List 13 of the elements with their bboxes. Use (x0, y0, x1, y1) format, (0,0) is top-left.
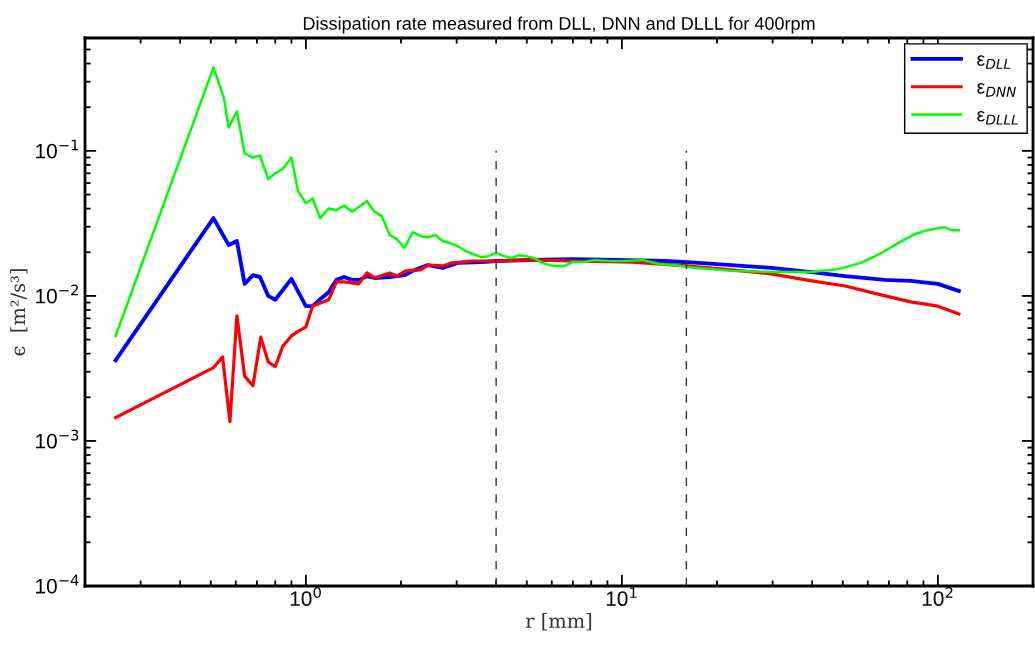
y-axis-title: ϵ [m²/s³] (10, 269, 28, 356)
y-tick-label: 10$^{−4}$ (36, 574, 79, 594)
legend-label: ε$_{DLLL}$ (977, 110, 1018, 125)
x-tick-label: 10$^{1}$ (606, 587, 637, 607)
y-tick-label: 10$^{−3}$ (36, 429, 79, 449)
y-tick-label: 10$^{−2}$ (36, 284, 78, 304)
y-tick-label: 10$^{−1}$ (36, 139, 79, 159)
legend-label: ε$_{DLL}$ (977, 55, 1011, 69)
chart-title: Dissipation rate measured from DLL, DNN and DLLL for 400rpm (303, 16, 815, 34)
x-axis-title: r [mm] (525, 613, 592, 631)
x-tick-label: 10$^{2}$ (922, 587, 953, 606)
x-tick-label: 10$^{0}$ (290, 587, 321, 606)
legend-label: ε$_{DNN}$ (977, 83, 1016, 97)
